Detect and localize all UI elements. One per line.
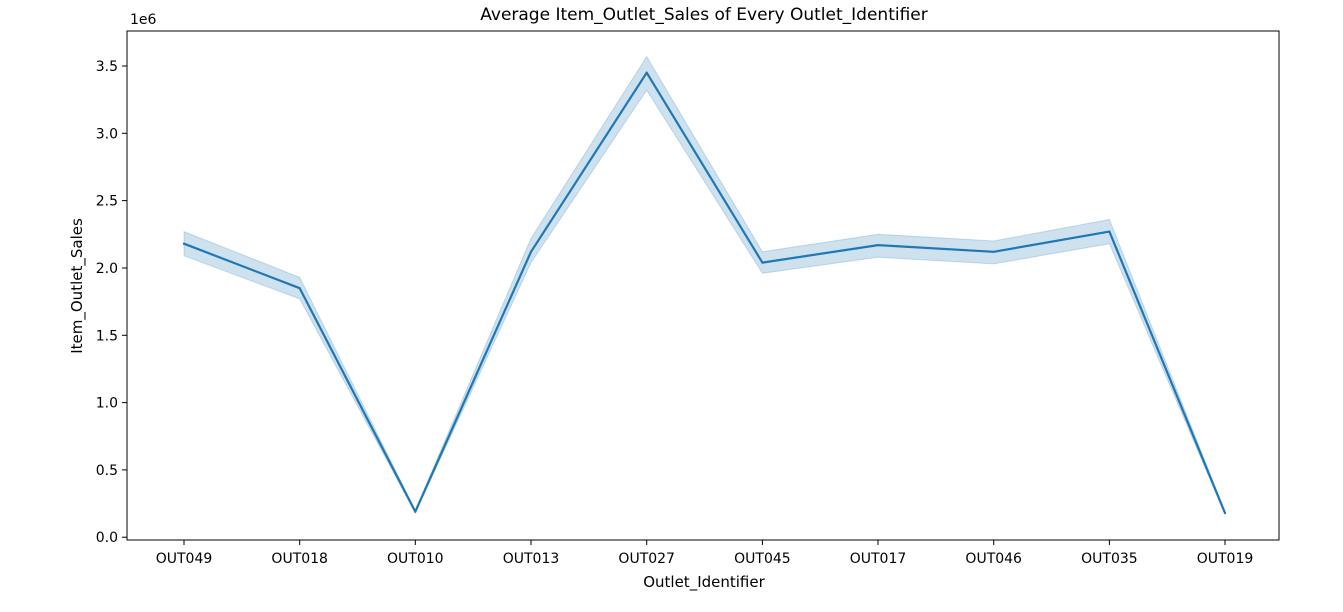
data-point <box>414 510 417 513</box>
data-point <box>529 250 533 253</box>
y-tick-label: 1.0 <box>96 396 118 412</box>
x-tick-label: OUT035 <box>1081 551 1138 567</box>
x-tick-label: OUT027 <box>618 551 675 567</box>
data-point <box>992 250 995 253</box>
x-axis-ticks: OUT049 OUT018 OUT010 OUT013 OUT027 OUT045 OUT0… <box>156 540 1254 567</box>
confidence-band <box>183 55 1226 515</box>
series-line <box>182 71 1227 515</box>
x-tick-label: OUT013 <box>503 551 560 567</box>
data-point <box>761 261 764 264</box>
data-point <box>876 244 880 247</box>
y-multiplier-label: 1e6 <box>130 12 157 28</box>
chart-title: Average Item_Outlet_Sales of Every Outle… <box>480 5 928 25</box>
axes-frame <box>126 30 1280 541</box>
x-axis-label: Outlet_Identifier <box>643 573 765 592</box>
x-tick-label: OUT046 <box>965 551 1022 567</box>
x-tick-label: OUT017 <box>850 551 907 567</box>
y-axis-ticks: 0.0 0.5 1.0 1.5 2.0 2.5 3.0 3.5 <box>96 59 127 546</box>
y-axis-label: Item_Outlet_Sales <box>68 218 87 354</box>
y-tick-label: 1.5 <box>96 328 118 344</box>
y-tick-label: 3.0 <box>96 126 118 142</box>
y-tick-label: 3.5 <box>96 59 118 75</box>
data-point <box>1108 230 1111 233</box>
data-point <box>182 242 186 245</box>
x-tick-label: OUT045 <box>734 551 791 567</box>
x-tick-label: OUT010 <box>387 551 444 567</box>
x-tick-label: OUT018 <box>271 551 328 567</box>
data-point <box>298 287 301 290</box>
x-tick-label: OUT049 <box>156 551 213 567</box>
y-tick-label: 0.5 <box>96 463 118 479</box>
y-tick-label: 2.5 <box>96 194 118 210</box>
data-point <box>645 71 648 74</box>
plot-area <box>182 55 1227 515</box>
y-tick-label: 0.0 <box>96 530 118 546</box>
y-tick-label: 2.0 <box>96 261 118 277</box>
data-point <box>1223 511 1227 515</box>
x-tick-label: OUT019 <box>1197 551 1254 567</box>
